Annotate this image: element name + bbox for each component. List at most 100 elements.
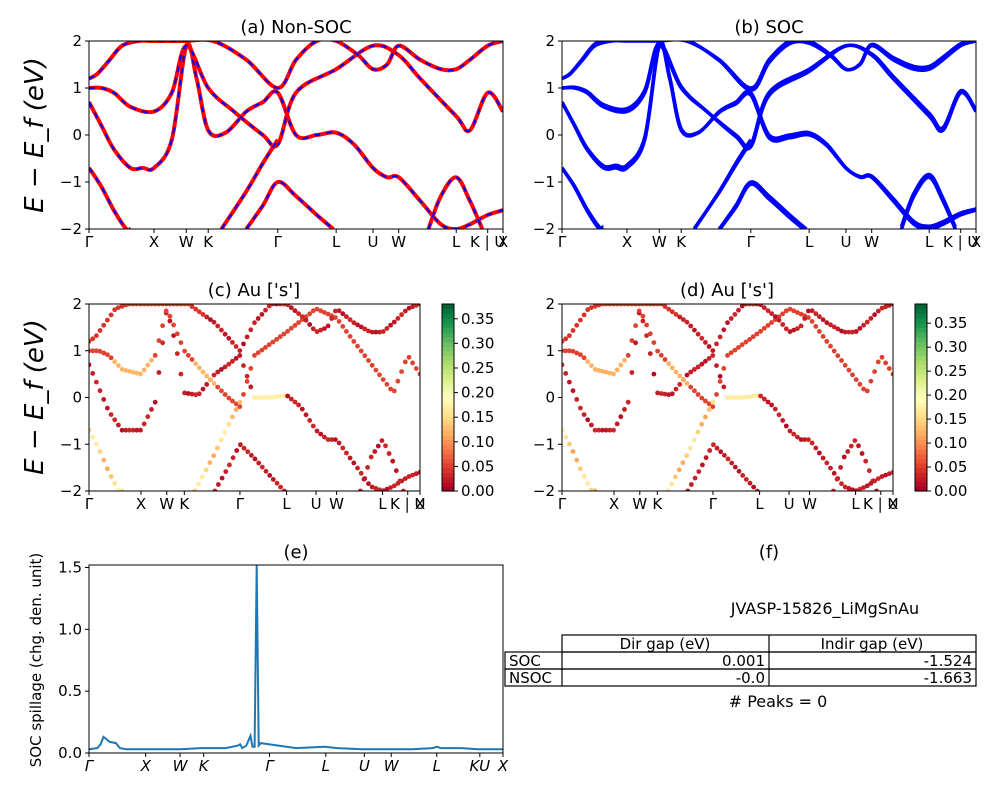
projection-point — [651, 340, 657, 345]
projection-point — [94, 348, 99, 354]
projection-point — [688, 445, 693, 451]
projection-point — [868, 378, 874, 384]
projection-point — [633, 304, 638, 307]
projection-point — [200, 386, 206, 392]
x-tick-label: X — [497, 757, 509, 775]
y-tick-label: 2 — [545, 295, 555, 313]
x-tick-label: K | U — [470, 233, 505, 251]
peaks-count: # Peaks = 0 — [729, 692, 828, 711]
projection-point — [622, 407, 627, 412]
panel-e-spillage — [89, 565, 503, 751]
projection-point — [751, 484, 756, 490]
projection-point — [152, 353, 158, 358]
colorbar-segment — [442, 481, 454, 487]
projection-point — [850, 329, 855, 335]
projection-point — [883, 360, 888, 366]
projection-point — [322, 310, 327, 315]
projection-point — [270, 339, 276, 345]
projection-point — [691, 437, 697, 443]
projection-point — [344, 314, 349, 320]
projection-point — [333, 437, 338, 442]
colorbar-tick-label: 0.00 — [461, 482, 494, 500]
colorbar-segment — [442, 434, 454, 441]
projection-point — [728, 395, 734, 400]
projection-point — [156, 304, 162, 307]
colorbar-segment — [915, 304, 927, 310]
panel-b-title: (b) SOC — [734, 17, 803, 38]
projection-point — [714, 363, 719, 368]
projection-point — [714, 445, 720, 451]
projection-point — [688, 323, 694, 329]
projection-point — [695, 429, 701, 435]
projection-point — [127, 368, 132, 374]
projection-point — [303, 317, 309, 323]
projection-point — [618, 362, 624, 368]
y-tick-label: 2 — [545, 32, 555, 50]
projection-point — [769, 320, 774, 325]
projection-point — [835, 353, 841, 359]
colorbar-segment — [442, 397, 454, 403]
colorbar-segment — [915, 467, 927, 473]
projection-point — [219, 367, 224, 372]
x-tick-label: KU — [470, 757, 491, 775]
projection-point — [714, 392, 719, 397]
projection-point — [622, 357, 627, 363]
projection-point — [395, 316, 401, 321]
colorbar-segment — [915, 378, 927, 385]
projection-point — [831, 324, 837, 330]
projection-point — [706, 407, 712, 412]
projection-point — [732, 464, 738, 470]
y-tick-label: 2 — [72, 295, 82, 313]
projection-point — [747, 480, 753, 486]
projection-point — [831, 488, 836, 491]
projection-point — [145, 362, 151, 368]
projection-point — [765, 399, 771, 405]
projection-point — [296, 402, 301, 408]
projection-point — [820, 455, 826, 461]
projection-point — [798, 311, 804, 317]
projection-point — [105, 352, 110, 358]
projection-point — [669, 391, 675, 397]
projection-point — [366, 358, 371, 363]
colorbar-segment — [915, 313, 927, 319]
projection-point — [281, 393, 287, 398]
projection-point — [585, 417, 591, 423]
projection-point — [681, 377, 686, 383]
projection-point — [292, 308, 298, 314]
projection-point — [358, 488, 363, 491]
projection-point — [178, 340, 184, 345]
projection-point — [101, 322, 107, 328]
projection-point — [846, 367, 852, 373]
projection-point — [736, 468, 742, 474]
projection-point — [189, 391, 195, 397]
projection-point — [238, 442, 243, 448]
projection-point — [307, 311, 313, 317]
projection-point — [570, 348, 576, 354]
colorbar-segment — [442, 476, 454, 483]
projection-point — [795, 434, 800, 440]
projection-point — [890, 371, 893, 377]
projection-point — [369, 484, 375, 490]
projection-point — [644, 333, 649, 338]
y-tick-label: 1 — [72, 79, 82, 97]
projection-point — [655, 348, 660, 354]
projection-point — [119, 304, 125, 309]
projection-point — [824, 460, 830, 466]
soc-band-line — [562, 166, 605, 229]
projection-point — [182, 390, 188, 396]
projection-point — [90, 336, 96, 342]
projection-point — [714, 341, 719, 347]
projection-point — [211, 319, 217, 325]
projection-point — [614, 367, 620, 373]
projection-point — [237, 399, 243, 405]
colorbar-segment — [442, 430, 454, 436]
projection-point — [651, 304, 657, 307]
projection-point — [842, 484, 848, 490]
projection-point — [761, 396, 767, 402]
projection-point — [647, 331, 653, 337]
projection-point — [417, 371, 420, 377]
projection-point — [200, 369, 206, 375]
projection-point — [754, 488, 760, 491]
projection-point — [607, 304, 613, 307]
